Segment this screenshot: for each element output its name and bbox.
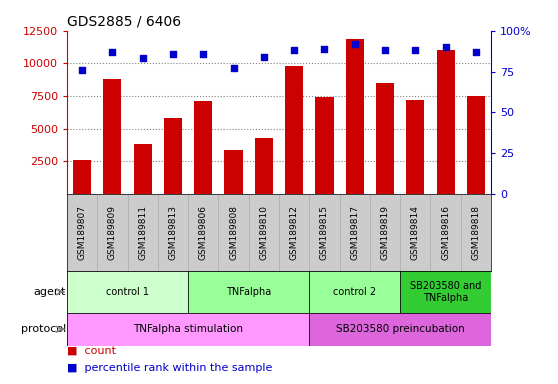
Text: GSM189816: GSM189816 [441,205,450,260]
Text: GSM189813: GSM189813 [169,205,177,260]
FancyBboxPatch shape [188,271,309,313]
Bar [73,160,91,194]
Text: GSM189807: GSM189807 [78,205,86,260]
Text: ■  count: ■ count [67,346,116,356]
Point [199,50,208,56]
Bar [315,97,334,194]
Point [381,47,389,53]
Text: GSM189808: GSM189808 [229,205,238,260]
FancyBboxPatch shape [400,271,491,313]
Point [350,41,359,47]
Text: GSM189815: GSM189815 [320,205,329,260]
Bar [224,149,243,194]
Bar [255,138,273,194]
Point [320,46,329,52]
Text: GSM189809: GSM189809 [108,205,117,260]
FancyBboxPatch shape [67,313,309,346]
Text: GSM189811: GSM189811 [138,205,147,260]
Text: TNFalpha stimulation: TNFalpha stimulation [133,324,243,334]
FancyBboxPatch shape [309,271,400,313]
Bar [103,79,122,194]
FancyBboxPatch shape [309,313,491,346]
Bar [164,118,182,194]
Point [169,50,177,56]
Point [441,44,450,50]
Text: GSM189812: GSM189812 [290,205,299,260]
Text: GSM189810: GSM189810 [259,205,268,260]
Text: control 1: control 1 [106,287,149,297]
Point [290,47,299,53]
Bar [285,66,303,194]
Text: GSM189819: GSM189819 [381,205,389,260]
Text: ■  percentile rank within the sample: ■ percentile rank within the sample [67,363,272,373]
Text: control 2: control 2 [333,287,376,297]
Point [229,65,238,71]
Text: GSM189814: GSM189814 [411,205,420,260]
Text: SB203580 preincubation: SB203580 preincubation [336,324,465,334]
Text: GSM189817: GSM189817 [350,205,359,260]
Point [108,49,117,55]
Bar [194,101,213,194]
Point [411,47,420,53]
FancyBboxPatch shape [67,271,188,313]
Bar [133,144,152,194]
Text: SB203580 and
TNFalpha: SB203580 and TNFalpha [410,281,482,303]
Text: protocol: protocol [21,324,66,334]
Point [259,54,268,60]
Point [472,49,480,55]
Point [138,55,147,61]
Bar [436,50,455,194]
Text: GSM189806: GSM189806 [199,205,208,260]
Point [78,67,86,73]
Bar [345,38,364,194]
Text: agent: agent [33,287,66,297]
Text: GDS2885 / 6406: GDS2885 / 6406 [67,14,181,28]
Bar [376,83,394,194]
Bar [467,96,485,194]
Text: TNFalpha: TNFalpha [226,287,271,297]
Bar [406,100,425,194]
Text: GSM189818: GSM189818 [472,205,480,260]
